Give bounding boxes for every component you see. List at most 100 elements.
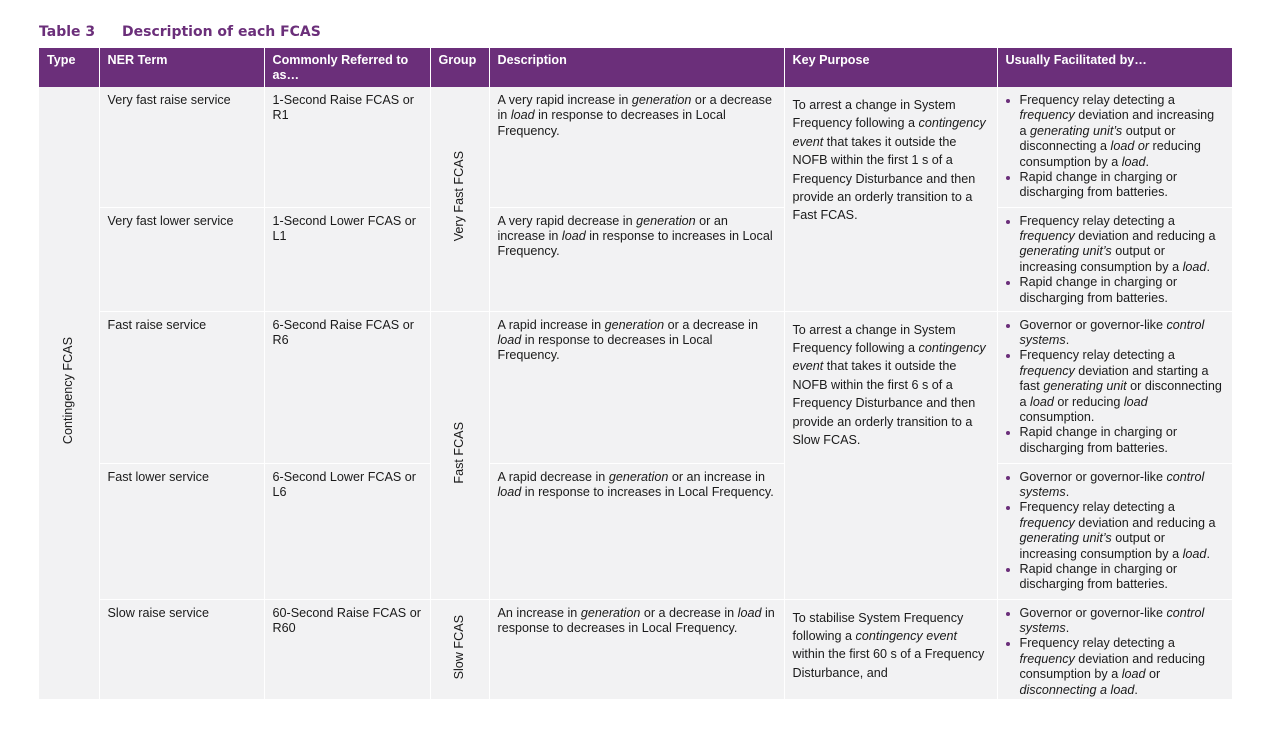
- list-item: Governor or governor-like control system…: [1020, 606, 1225, 637]
- italic-term: control systems: [1019, 317, 1205, 347]
- text-run: A rapid increase in: [497, 317, 605, 332]
- italic-term: load: [1123, 394, 1148, 409]
- referred-cell: 6-Second Raise FCAS or R6: [264, 311, 431, 464]
- header-description: Description: [489, 48, 785, 87]
- text-run: deviation and reducing consumption by a: [1019, 651, 1206, 682]
- italic-term: generation: [631, 93, 692, 107]
- header-key-purpose: Key Purpose: [784, 48, 998, 87]
- header-type: Type: [39, 48, 100, 87]
- italic-term: frequency: [1019, 515, 1075, 530]
- group-cell-very-fast: Very Fast FCAS: [430, 87, 490, 312]
- text-run: Governor or governor-like: [1019, 317, 1167, 332]
- italic-term: contingency event: [792, 116, 986, 149]
- text-run: consumption.: [1019, 409, 1095, 424]
- italic-term: load: [1030, 394, 1054, 409]
- text-run: deviation and reducing a: [1074, 228, 1216, 243]
- italic-term: load: [497, 484, 522, 499]
- italic-term: frequency: [1019, 108, 1075, 123]
- header-referred: Commonly Referred to as…: [264, 48, 431, 87]
- text-run: in response to decreases in Local Freque…: [497, 108, 726, 138]
- italic-term: generation: [580, 605, 641, 620]
- table-title: Description of each FCAS: [122, 24, 321, 40]
- ner-term-cell: Slow raise service: [99, 599, 265, 700]
- text-run: that takes it outside the NOFB within th…: [792, 134, 976, 223]
- italic-term: load: [497, 332, 522, 347]
- text-run: within the first 60 s of a Frequency Dis…: [792, 647, 985, 680]
- text-run: .: [1134, 682, 1138, 697]
- text-run: An increase in: [497, 605, 581, 620]
- list-item: Frequency relay detecting a frequency de…: [1020, 214, 1225, 276]
- table-row: Slow raise service 60-Second Raise FCAS …: [39, 599, 1232, 700]
- text-run: in response to decreases in Local Freque…: [497, 605, 775, 635]
- text-run: Rapid change in charging or discharging …: [1019, 275, 1178, 305]
- type-label: Contingency FCAS: [61, 336, 76, 445]
- text-run: that takes it outside the NOFB within th…: [792, 359, 976, 447]
- table-row: Fast lower service 6-Second Lower FCAS o…: [39, 463, 1232, 600]
- italic-term: contingency event: [792, 340, 986, 374]
- text-run: or an increase in: [497, 213, 728, 243]
- text-run: .: [1065, 620, 1070, 635]
- italic-term: frequency: [1019, 363, 1075, 378]
- italic-term: generating unit’s: [1030, 123, 1123, 138]
- list-item: Governor or governor-like control system…: [1020, 318, 1225, 349]
- facilitated-cell: Governor or governor-like control system…: [997, 463, 1232, 600]
- table-row: Fast raise service 6-Second Raise FCAS o…: [39, 311, 1232, 600]
- referred-cell: 1-Second Lower FCAS or L1: [264, 207, 431, 312]
- text-run: or disconnecting a: [1019, 379, 1222, 409]
- italic-term: load or: [1110, 139, 1150, 154]
- group-cell-slow: Slow FCAS: [430, 599, 490, 700]
- italic-term: generating unit: [1043, 379, 1127, 394]
- list-item: Rapid change in charging or discharging …: [1020, 425, 1225, 456]
- table-caption: Table 3 Description of each FCAS: [39, 24, 321, 40]
- italic-term: disconnecting a load: [1019, 682, 1135, 697]
- italic-term: load: [737, 605, 762, 620]
- text-run: Frequency relay detecting a: [1019, 636, 1175, 651]
- description-cell: A very rapid decrease in generation or a…: [489, 207, 785, 312]
- text-run: or a decrease in: [640, 605, 738, 620]
- key-purpose-cell: To arrest a change in System Frequency f…: [784, 87, 998, 312]
- list-item: Rapid change in charging or discharging …: [1020, 170, 1225, 201]
- facilitation-list: Governor or governor-like control system…: [1006, 318, 1225, 457]
- text-run: To stabilise System Frequency following …: [792, 610, 964, 643]
- text-run: Rapid change in charging or discharging …: [1019, 425, 1178, 455]
- italic-term: load: [561, 228, 586, 243]
- text-run: Frequency relay detecting a: [1019, 93, 1175, 107]
- italic-term: generating unit’s: [1019, 244, 1112, 259]
- facilitated-cell: Governor or governor-like control system…: [997, 599, 1232, 700]
- text-run: output or increasing consumption by a: [1019, 531, 1183, 561]
- facilitation-list: Frequency relay detecting a frequency de…: [1006, 93, 1225, 201]
- text-run: reducing consumption by a: [1019, 139, 1201, 169]
- ner-term-cell: Very fast raise service: [99, 87, 265, 208]
- text-run: or: [1145, 667, 1161, 682]
- text-run: .: [1065, 484, 1070, 499]
- text-run: deviation and reducing a: [1074, 515, 1216, 530]
- key-purpose-cell: To arrest a change in System Frequency f…: [784, 311, 998, 600]
- header-ner-term: NER Term: [99, 48, 265, 87]
- group-label: Fast FCAS: [451, 422, 466, 484]
- referred-cell: 6-Second Lower FCAS or L6: [264, 463, 431, 600]
- text-run: Frequency relay detecting a: [1019, 500, 1175, 515]
- italic-term: load: [1182, 546, 1207, 561]
- italic-term: load: [1182, 259, 1207, 274]
- italic-term: generating unit’s: [1019, 531, 1112, 546]
- text-run: .: [1206, 259, 1210, 274]
- text-run: Rapid change in charging or discharging …: [1019, 561, 1178, 592]
- facilitated-cell: Governor or governor-like control system…: [997, 311, 1232, 464]
- italic-term: generation: [608, 469, 669, 484]
- text-run: in response to increases in Local Freque…: [521, 484, 774, 499]
- header-row: Type NER Term Commonly Referred to as… G…: [39, 48, 1232, 87]
- text-run: or reducing: [1053, 394, 1124, 409]
- list-item: Frequency relay detecting a frequency de…: [1020, 636, 1225, 698]
- ner-term-cell: Fast lower service: [99, 463, 265, 600]
- type-cell: Contingency FCAS: [39, 87, 100, 700]
- text-run: Frequency relay detecting a: [1019, 348, 1175, 363]
- list-item: Frequency relay detecting a frequency de…: [1020, 348, 1225, 425]
- facilitation-list: Governor or governor-like control system…: [1006, 470, 1225, 593]
- group-label: Slow FCAS: [451, 614, 466, 679]
- text-run: A very rapid decrease in: [497, 213, 637, 228]
- referred-cell: 1-Second Raise FCAS or R1: [264, 87, 431, 208]
- ner-term-cell: Very fast lower service: [99, 207, 265, 312]
- italic-term: control systems: [1019, 469, 1205, 499]
- text-run: in response to increases in Local Freque…: [497, 228, 773, 259]
- italic-term: load: [510, 108, 535, 123]
